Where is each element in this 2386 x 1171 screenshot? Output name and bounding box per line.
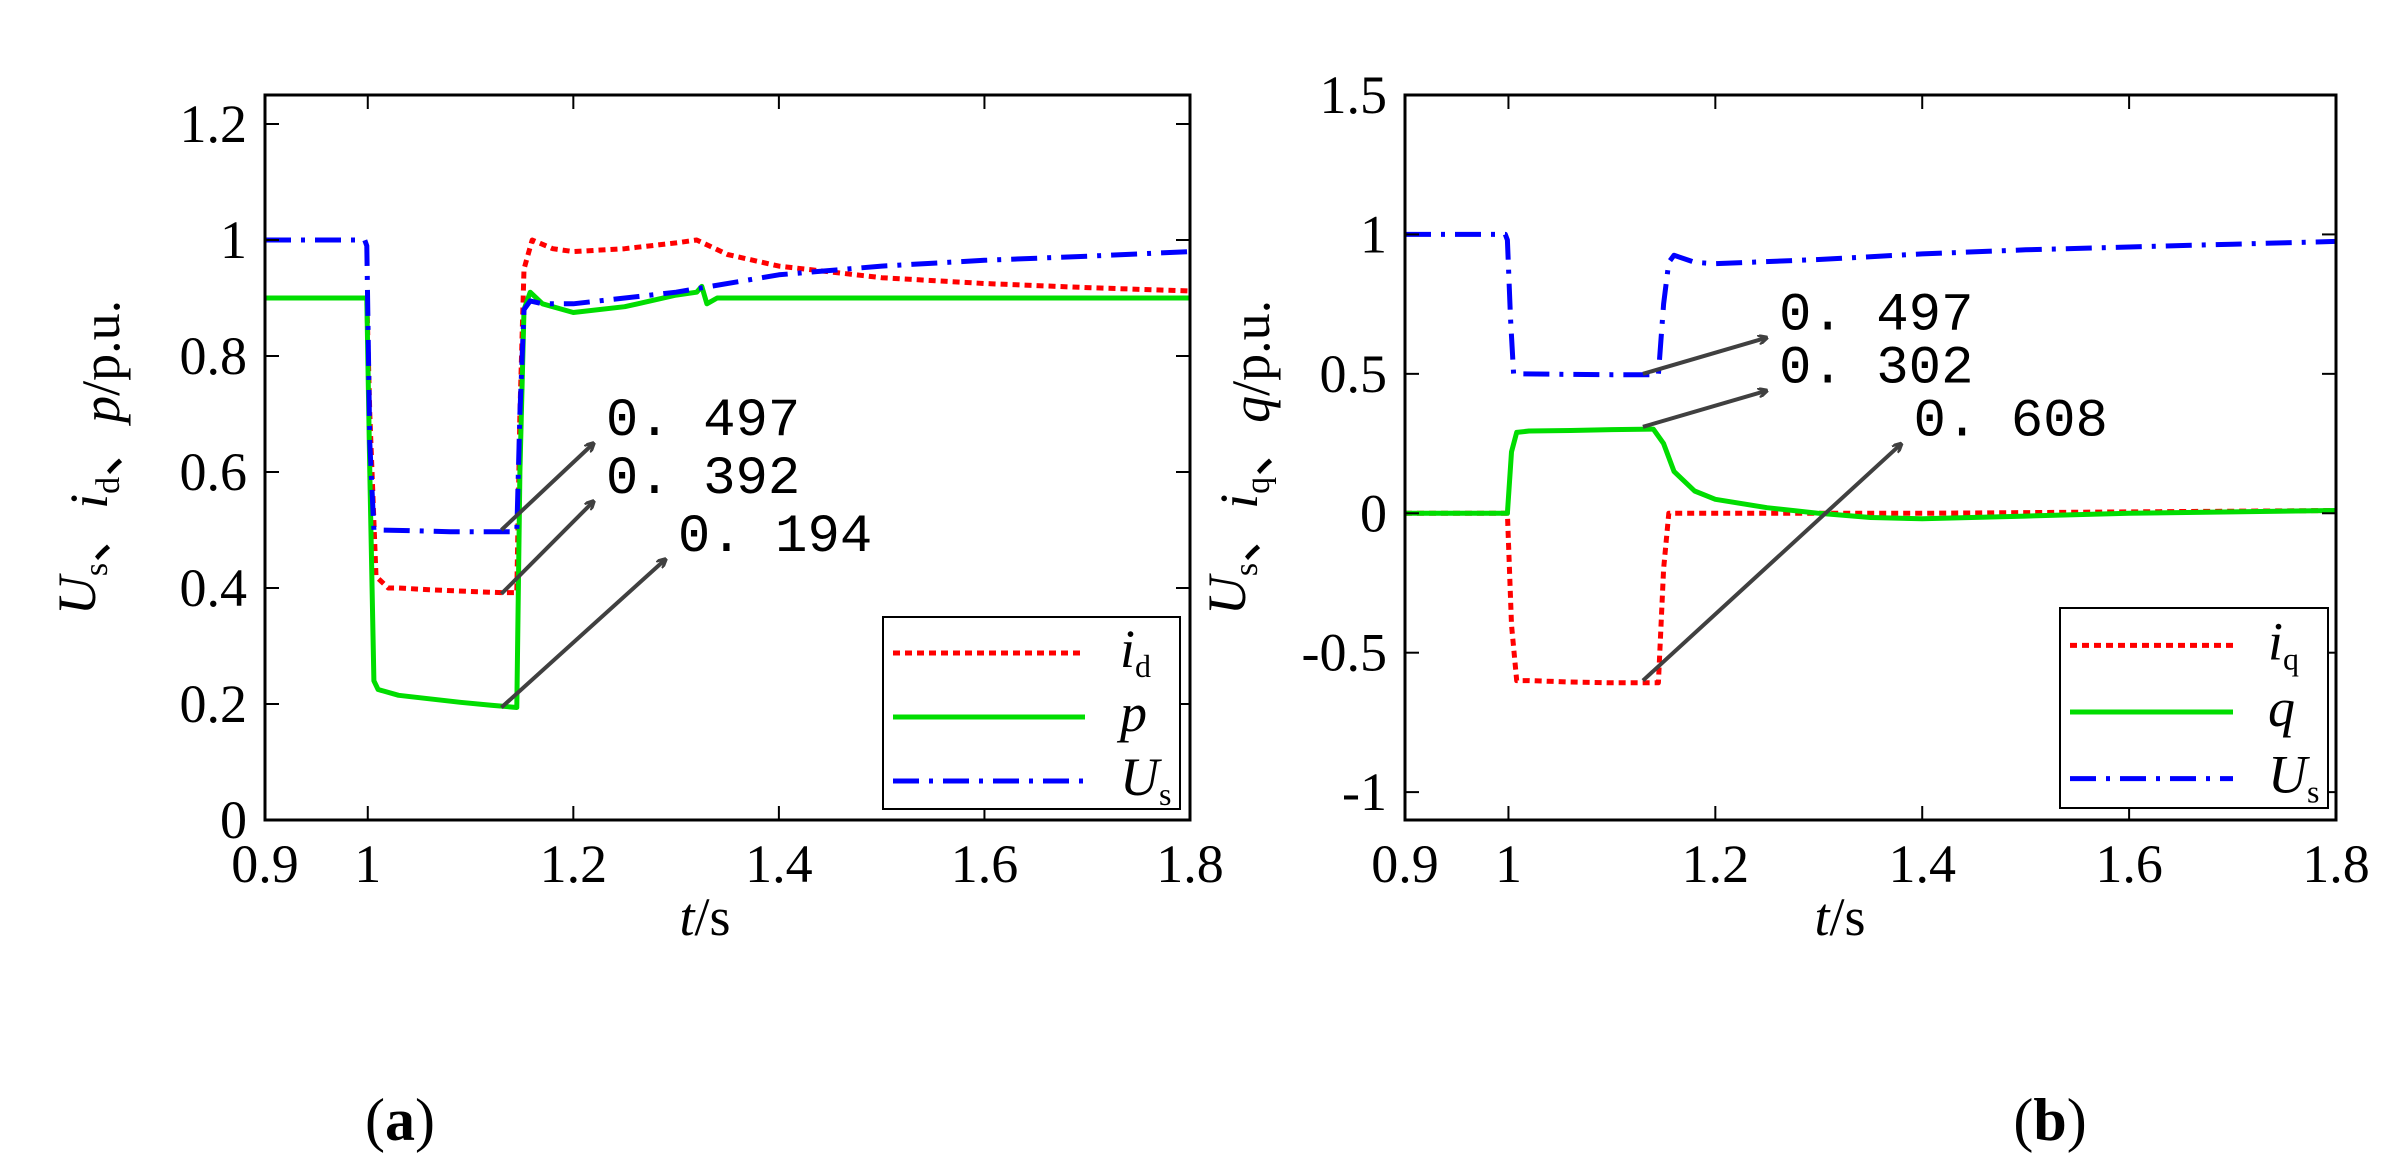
x-axis-label: t/s	[679, 887, 730, 947]
x-tick-label: 0.9	[231, 834, 299, 894]
y-tick-label: 1.5	[1320, 65, 1388, 125]
chart-panel-b: 0.9 1 1.2 1.4 1.6 1.8 -1 -0.5 0 0.5 1 1.5 t/s Us、iq、q…	[1197, 65, 2370, 1153]
y-axis-label: Us、iq、q/p.u.	[1197, 300, 1281, 615]
x-tick-label: 0.9	[1371, 834, 1439, 894]
annotation-label: 0. 194	[678, 507, 872, 568]
legend-label-p: p	[1116, 683, 1147, 743]
annotation-label: 0. 302	[1779, 339, 1973, 400]
legend-box	[2059, 607, 2329, 809]
x-tick-label: 1	[354, 834, 381, 894]
plot-frame	[263, 93, 1192, 822]
panel-label: (b)	[2013, 1087, 2086, 1153]
legend-label-Us: Us	[1120, 747, 1171, 812]
series-line-Us	[265, 237, 1191, 535]
y-tick-label: 0	[220, 790, 247, 850]
y-tick-label: 1	[220, 210, 247, 270]
annotation-label: 0. 608	[1914, 392, 2108, 453]
legend-label-id: id	[1120, 619, 1151, 684]
y-axis-label: Us、id、p/p.u.	[47, 300, 131, 615]
x-axis-label: t/s	[1814, 887, 1865, 947]
series-line-id	[265, 237, 1191, 596]
x-tick-label: 1.8	[1156, 834, 1224, 894]
annotation-arrow	[1641, 444, 1902, 683]
x-tick-label: 1.4	[1888, 834, 1956, 894]
legend-label-q: q	[2268, 678, 2295, 738]
y-tick-label: 0.2	[180, 674, 248, 734]
annotation-arrow	[499, 501, 594, 596]
plot-frame	[1403, 93, 2338, 822]
panel-label: (a)	[365, 1087, 435, 1153]
y-tick-label: -1	[1342, 762, 1387, 822]
series-line-q	[1405, 426, 2337, 522]
x-tick-label: 1.6	[2095, 834, 2163, 894]
y-tick-label: 0.4	[180, 558, 248, 618]
legend-label-Us: Us	[2268, 745, 2319, 810]
annotation-arrow	[1642, 338, 1767, 376]
series-line-p	[265, 283, 1190, 710]
x-tick-label: 1	[1495, 834, 1522, 894]
annotation-arrow	[500, 559, 665, 709]
x-tick-label: 1.2	[540, 834, 608, 894]
legend-label-iq: iq	[2268, 611, 2299, 676]
x-tick-label: 1.6	[951, 834, 1019, 894]
y-tick-label: -0.5	[1302, 623, 1387, 683]
y-tick-label: 0	[1360, 483, 1387, 543]
annotation-label: 0. 497	[1779, 286, 1973, 347]
y-tick-label: 1	[1360, 204, 1387, 264]
annotation-arrow	[1642, 391, 1767, 429]
legend-box	[882, 616, 1181, 810]
x-tick-label: 1.8	[2302, 834, 2370, 894]
y-tick-label: 0.6	[180, 442, 248, 502]
series-line-iq	[1405, 508, 2337, 686]
annotation-label: 0. 392	[606, 449, 800, 510]
y-tick-label: 1.2	[180, 94, 248, 154]
x-tick-label: 1.4	[745, 834, 813, 894]
chart-panel-a: 0.9 1 1.2 1.4 1.6 1.8 0 0.2 0.4 0.6 0.8 1 1.2 t/s Us、i…	[47, 93, 1224, 1153]
annotation-label: 0. 497	[606, 391, 800, 452]
annotation-arrow	[500, 443, 594, 532]
y-tick-label: 0.5	[1320, 344, 1388, 404]
y-tick-label: 0.8	[180, 326, 248, 386]
x-tick-label: 1.2	[1682, 834, 1750, 894]
